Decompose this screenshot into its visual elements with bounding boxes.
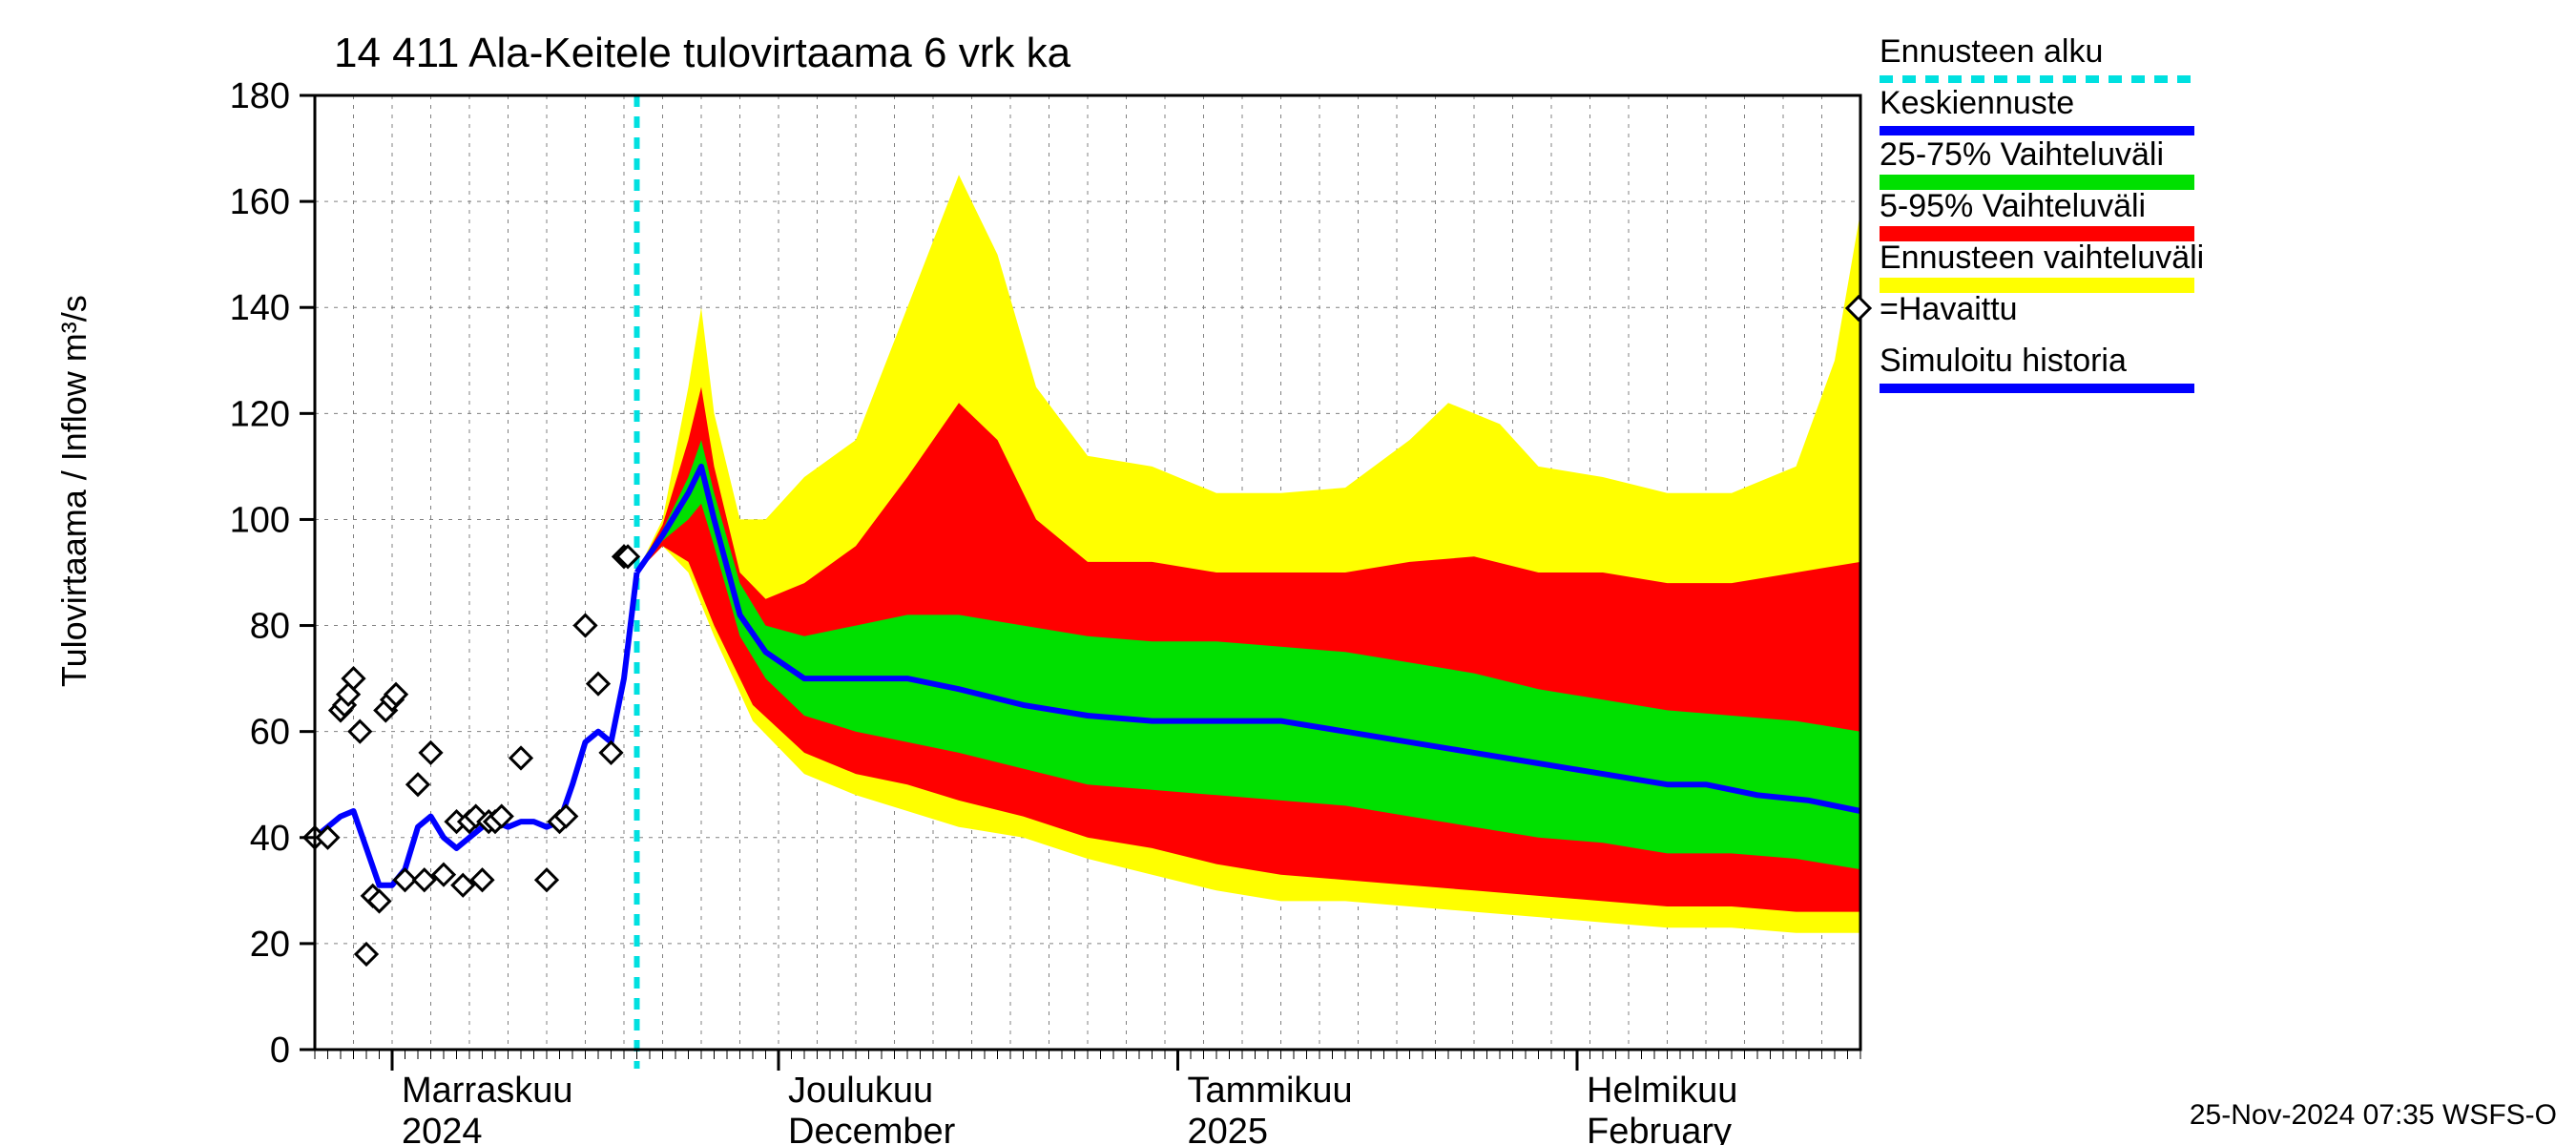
legend-label: Simuloitu historia (1880, 343, 2127, 379)
legend-label: Keskiennuste (1880, 85, 2074, 121)
y-axis-label: Tulovirtaama / Inflow m³/s (54, 295, 93, 687)
x-month-label-1: Helmikuu (1587, 1071, 1737, 1111)
forecast-chart: 0 20 40 60 80 100 120 140 160 180 Marraskuu2024 Jou… (0, 0, 2576, 1145)
x-month-label-2: December (788, 1112, 956, 1145)
y-tick-label: 20 (250, 925, 290, 965)
chart-title: 14 411 Ala-Keitele tulovirtaama 6 vrk ka (334, 30, 1071, 76)
x-month-label-2: February (1587, 1112, 1732, 1145)
legend-label: =Havaittu (1880, 291, 2018, 327)
y-tick-label: 0 (270, 1030, 290, 1071)
legend-label: Ennusteen vaihteluväli (1880, 239, 2204, 276)
y-tick-label: 140 (230, 288, 290, 328)
x-month-label-1: Joulukuu (788, 1071, 933, 1111)
y-tick-label: 160 (230, 182, 290, 222)
chart-footer: 25-Nov-2024 07:35 WSFS-O (2190, 1099, 2557, 1131)
y-tick-label: 100 (230, 500, 290, 540)
x-month-label-2: 2025 (1188, 1112, 1269, 1145)
x-month-label-1: Tammikuu (1188, 1071, 1353, 1111)
legend-label: 25-75% Vaihteluväli (1880, 136, 2164, 173)
y-tick-label: 80 (250, 607, 290, 647)
y-tick-label: 40 (250, 819, 290, 859)
legend-label: 5-95% Vaihteluväli (1880, 188, 2146, 224)
y-tick-label: 120 (230, 394, 290, 434)
legend-label: Ennusteen alku (1880, 33, 2103, 70)
chart-container: 0 20 40 60 80 100 120 140 160 180 Marraskuu2024 Jou… (0, 0, 2576, 1145)
y-tick-label: 60 (250, 713, 290, 753)
y-tick-label: 180 (230, 76, 290, 116)
x-month-label-2: 2024 (402, 1112, 483, 1145)
x-month-label-1: Marraskuu (402, 1071, 573, 1111)
